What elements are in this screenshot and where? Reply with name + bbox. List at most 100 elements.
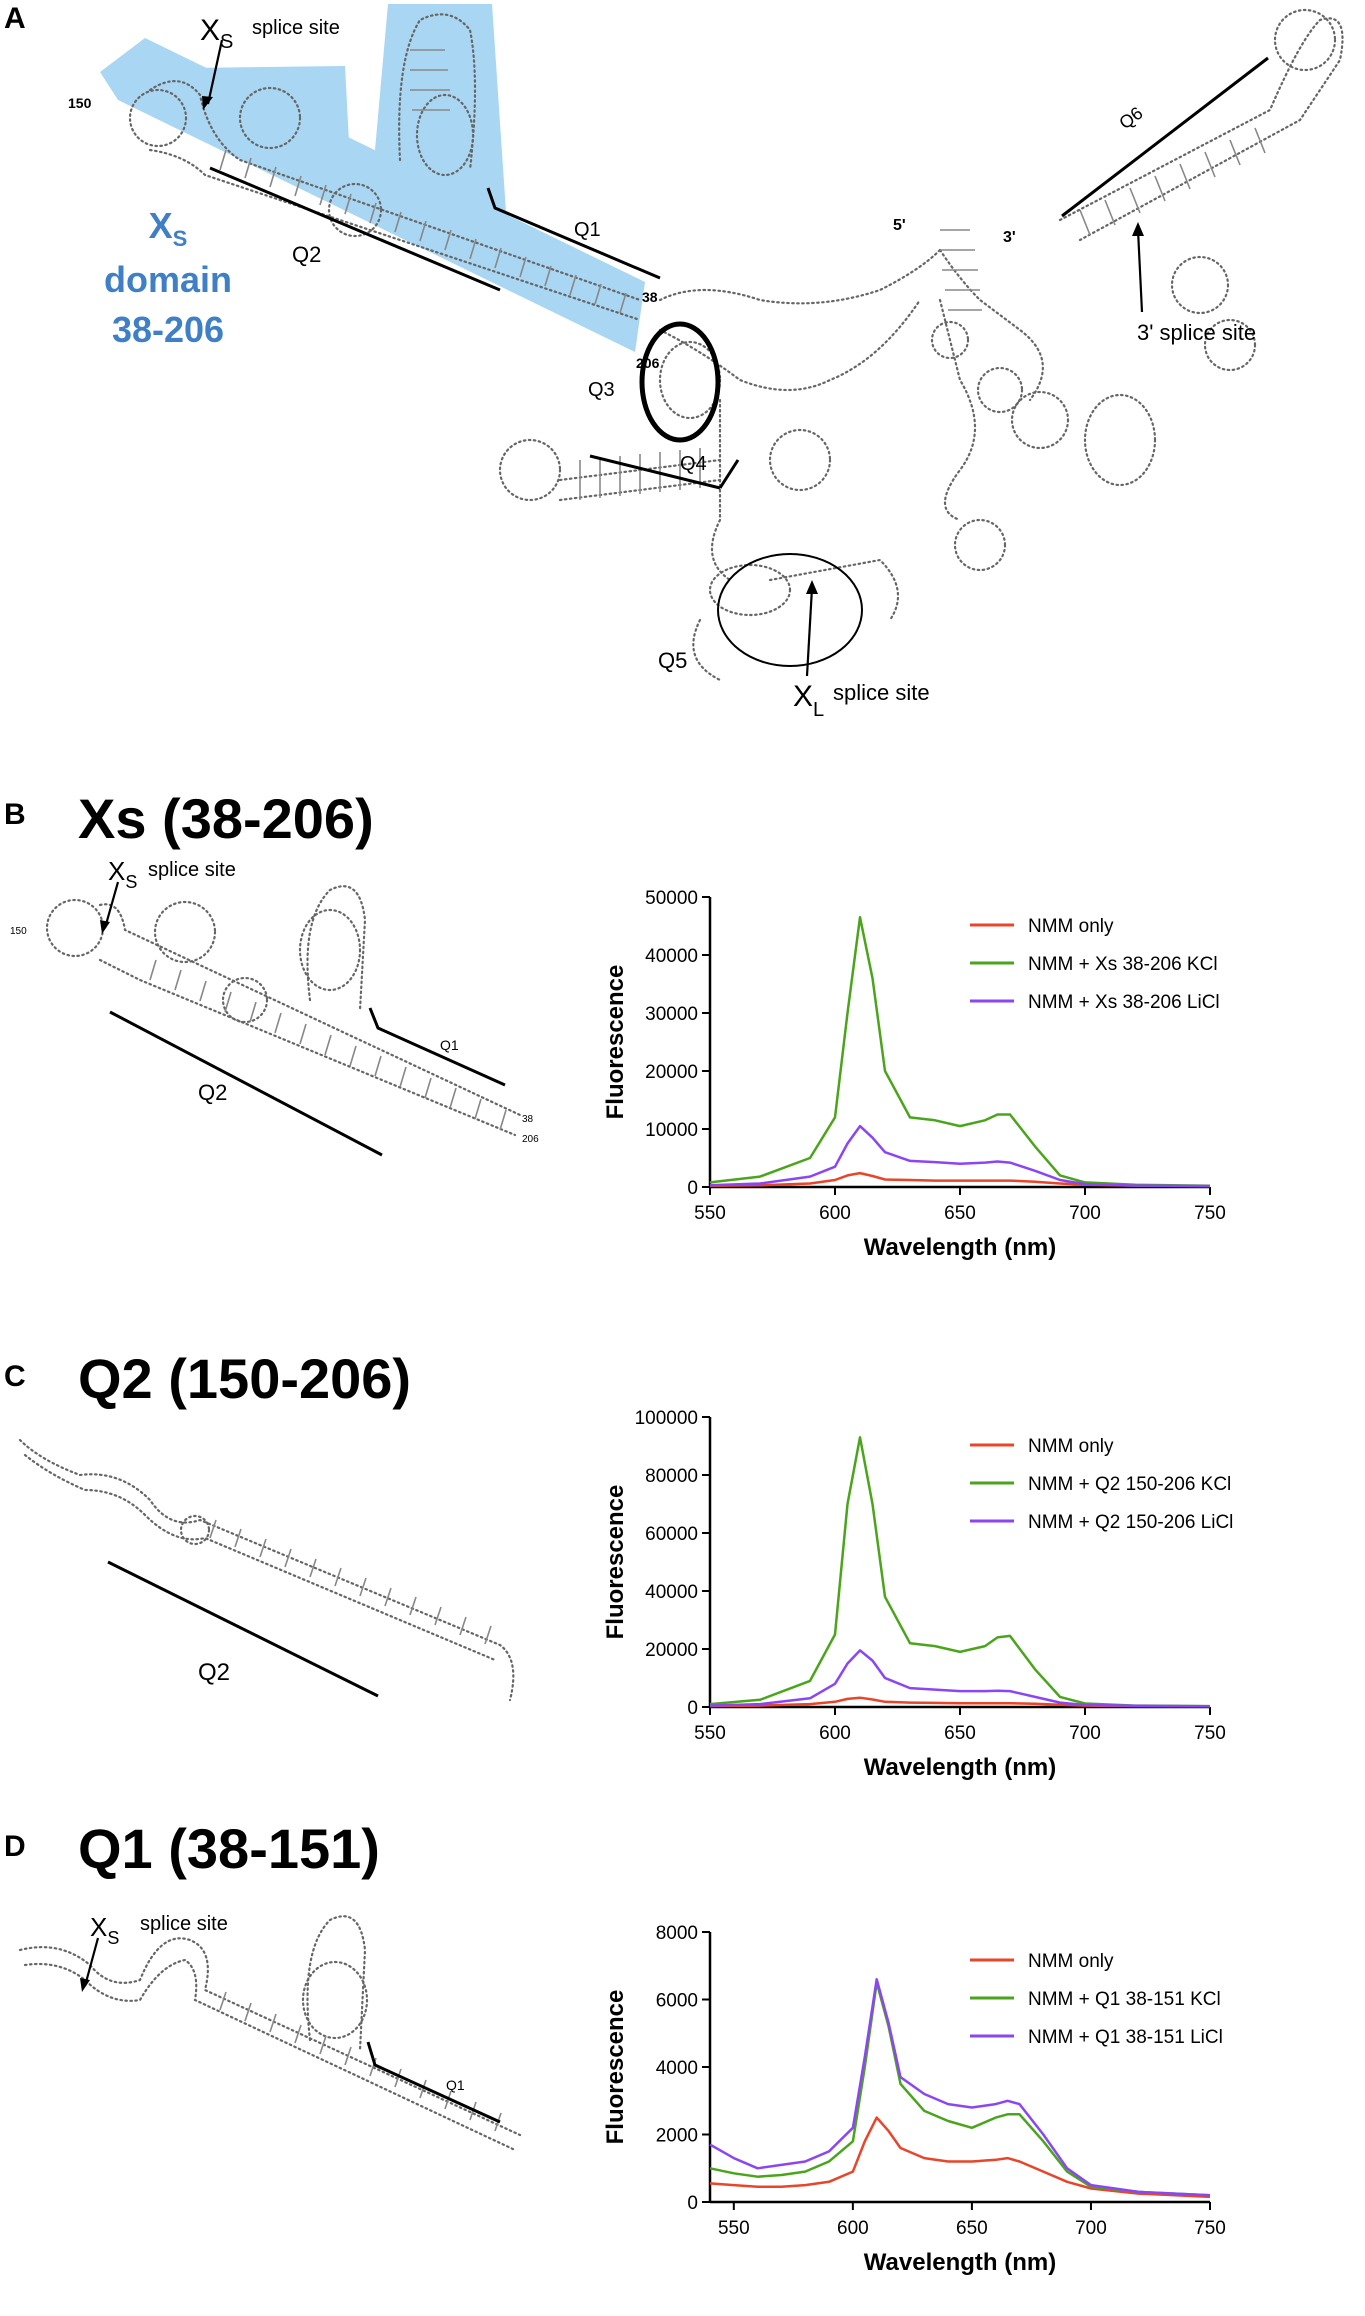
q6-label-a: Q6 xyxy=(1115,103,1146,133)
chart-b-legend-label: NMM only xyxy=(1028,916,1114,937)
xs-label-b: XS xyxy=(108,860,137,892)
q2-label-c: Q2 xyxy=(198,1659,230,1686)
panel-c-letter: C xyxy=(4,1360,26,1393)
three-prime-splice-arrow xyxy=(1136,229,1144,313)
chart-c-ytick-label: 0 xyxy=(687,1698,698,1719)
q1-label-a: Q1 xyxy=(574,219,601,241)
chart-b-xtick-label: 750 xyxy=(1194,1203,1226,1224)
panel-d-letter: D xyxy=(4,1830,26,1863)
panel-a-structure: XS splice site 150 38 206 5' 3' Q2 Q1 Q3… xyxy=(68,4,1344,720)
chart-c-xtick-label: 650 xyxy=(944,1723,976,1744)
chart-b-ytick-label: 10000 xyxy=(645,1120,698,1141)
q2-label-a: Q2 xyxy=(292,242,321,267)
chart-c-legend-label: NMM + Q2 150-206 LiCl xyxy=(1028,1512,1233,1533)
chart-b-series-line-2 xyxy=(709,1124,1211,1188)
panel-c-structure: Q2 xyxy=(18,1438,515,1702)
q1-label-d: Q1 xyxy=(446,2077,465,2093)
chart-b-ytick-label: 20000 xyxy=(645,1062,698,1083)
q1-line-b xyxy=(368,1007,506,1087)
xs-splice-text-d: splice site xyxy=(140,1913,228,1935)
chart-d-legend-label: NMM + Q1 38-151 LiCl xyxy=(1028,2027,1223,2048)
q2-label-b: Q2 xyxy=(198,1080,227,1105)
chart-b-legend-label: NMM + Xs 38-206 LiCl xyxy=(1028,992,1220,1013)
xs-domain-highlight xyxy=(100,4,645,352)
chart-b-legend-label: NMM + Xs 38-206 KCl xyxy=(1028,954,1218,975)
q6-line-a xyxy=(1061,56,1269,218)
q2-line-b xyxy=(109,1010,383,1157)
chart-b: 0 10000 20000 30000 40000 50000 550 600 650 700 75… xyxy=(602,888,1226,1261)
three-prime-splice-label: 3' splice site xyxy=(1137,320,1256,345)
panel-b-title: Xs (38-206) xyxy=(78,787,374,850)
xs-label-d: XS xyxy=(90,1912,119,1948)
chart-c-legend-label: NMM only xyxy=(1028,1436,1114,1457)
xs-splice-text-b: splice site xyxy=(148,860,236,881)
panel-d-title: Q1 (38-151) xyxy=(78,1817,380,1880)
chart-b-series-line-1 xyxy=(709,916,1211,1188)
xl-splice-text: splice site xyxy=(833,680,930,705)
panel-c-title: Q2 (150-206) xyxy=(78,1347,412,1410)
rna-backbone-center xyxy=(498,8,1344,682)
q3-label-a: Q3 xyxy=(588,379,615,401)
chart-d-xtick-label: 600 xyxy=(837,2218,869,2239)
xs-splice-arrow-a xyxy=(206,39,224,105)
chart-d-ytick-label: 6000 xyxy=(656,1991,698,2012)
chart-d-series-line-1 xyxy=(709,1981,1211,2197)
domain-word: domain xyxy=(104,259,232,300)
chart-d-xtick-label: 550 xyxy=(718,2218,750,2239)
q2-line-c xyxy=(107,1560,379,1698)
chart-d-ytick-label: 8000 xyxy=(656,1923,698,1944)
chart-b-xtick-label: 600 xyxy=(819,1203,851,1224)
chart-b-xtick-label: 650 xyxy=(944,1203,976,1224)
chart-c-xtick-label: 700 xyxy=(1069,1723,1101,1744)
q4-tick-a xyxy=(718,459,740,489)
chart-c-ytick-label: 80000 xyxy=(645,1466,698,1487)
q1-line-a xyxy=(486,187,661,280)
chart-c-xtick-label: 600 xyxy=(819,1723,851,1744)
xs-splice-text-a: splice site xyxy=(252,17,340,39)
chart-d: 0 2000 4000 6000 8000 550 600 650 700 750 Waveleng… xyxy=(602,1923,1226,2276)
nt-150-b: 150 xyxy=(10,926,27,937)
chart-d-ytick-label: 4000 xyxy=(656,2058,698,2079)
nt-150-a: 150 xyxy=(68,95,92,111)
xl-label-a: XL xyxy=(793,680,824,720)
chart-d-xtick-label: 700 xyxy=(1075,2218,1107,2239)
chart-b-ytick-label: 0 xyxy=(687,1178,698,1199)
domain-range: 38-206 xyxy=(112,309,224,350)
chart-c-ytick-label: 60000 xyxy=(645,1524,698,1545)
chart-d-xtick-label: 750 xyxy=(1194,2218,1226,2239)
chart-c-legend-label: NMM + Q2 150-206 KCl xyxy=(1028,1474,1231,1495)
chart-b-ytick-label: 40000 xyxy=(645,946,698,967)
chart-d-xtick-label: 650 xyxy=(956,2218,988,2239)
panel-b-structure: XS splice site 150 38 206 Q2 Q1 xyxy=(10,860,539,1157)
chart-c-xtick-label: 750 xyxy=(1194,1723,1226,1744)
rna-backbone-a xyxy=(128,13,642,322)
nt-206-a: 206 xyxy=(636,355,660,371)
chart-d-legend-label: NMM + Q1 38-151 KCl xyxy=(1028,1989,1221,2010)
chart-b-xlabel: Wavelength (nm) xyxy=(864,1234,1056,1261)
chart-c-xtick-label: 550 xyxy=(694,1723,726,1744)
chart-c-series-line-2 xyxy=(709,1649,1211,1708)
panel-a-letter: A xyxy=(4,2,26,35)
chart-c-ylabel: Fluorescence xyxy=(602,1485,629,1640)
xl-splice-arrow xyxy=(805,587,814,677)
q5-label-a: Q5 xyxy=(658,648,687,673)
chart-c-series-line-1 xyxy=(709,1436,1211,1708)
chart-c-ytick-label: 40000 xyxy=(645,1582,698,1603)
nt-38-a: 38 xyxy=(642,289,658,305)
chart-b-ytick-label: 50000 xyxy=(645,888,698,909)
chart-d-ytick-label: 2000 xyxy=(656,2126,698,2147)
panel-d-structure: XS splice site Q1 xyxy=(18,1912,522,2152)
five-prime-a: 5' xyxy=(893,217,906,234)
q1-line-d xyxy=(366,2041,501,2124)
chart-d-series-line-0 xyxy=(709,2116,1211,2199)
chart-c-ytick-label: 20000 xyxy=(645,1640,698,1661)
q4-label-a: Q4 xyxy=(680,453,707,475)
chart-b-xtick-label: 700 xyxy=(1069,1203,1101,1224)
chart-d-ylabel: Fluorescence xyxy=(602,1990,629,2145)
chart-c: 0 20000 40000 60000 80000 100000 550 600 650 700 7… xyxy=(602,1408,1233,1781)
nt-38-b: 38 xyxy=(522,1114,534,1125)
panel-b-letter: B xyxy=(4,798,26,831)
three-prime-a: 3' xyxy=(1003,229,1016,246)
chart-b-series-line-0 xyxy=(709,1171,1211,1188)
chart-c-xlabel: Wavelength (nm) xyxy=(864,1754,1056,1781)
